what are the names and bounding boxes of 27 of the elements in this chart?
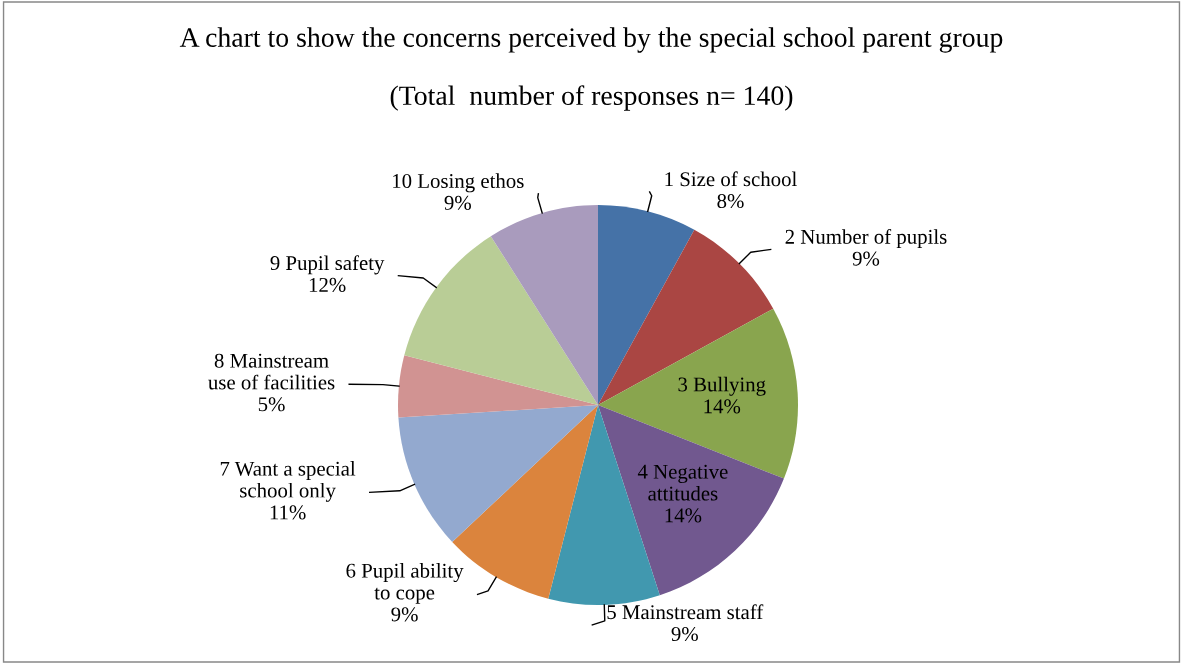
data-label: 11%	[270, 505, 306, 520]
data-label: 8%	[717, 193, 744, 209]
data-label: 14%	[704, 399, 741, 414]
chart-subtitle: (Total number of responses n= 140)	[390, 85, 793, 111]
slice-label: 9 Pupil safety	[270, 255, 385, 275]
pie-slice	[404, 236, 598, 405]
slice-label: 10 Losing ethos	[393, 173, 524, 193]
pie-slice	[398, 405, 598, 542]
pie-slice	[398, 355, 598, 418]
chart-title: A chart to show the concerns perceived by the special school parent group	[179, 27, 1003, 53]
data-label: 12%	[309, 277, 346, 292]
slice-label: 4 Negative attitudes	[637, 464, 728, 501]
slice-label: 5 Mainstream staff	[607, 604, 764, 620]
data-label: 5%	[258, 397, 285, 412]
pie-slice	[598, 205, 695, 405]
slice-label: 7 Want a special school only	[220, 461, 356, 502]
data-label: 14%	[665, 508, 702, 523]
slice-label: 6 Pupil ability to cope	[346, 563, 464, 604]
slice-label: 3 Bullying	[678, 376, 766, 396]
slice-label: 8 Mainstream use of facilities	[208, 353, 335, 390]
data-label: 9%	[671, 626, 698, 642]
data-label: 9%	[444, 195, 471, 210]
slice-label: 2 Number of pupils	[785, 228, 947, 249]
pie-slice	[490, 205, 598, 405]
data-label: 9%	[852, 251, 880, 266]
data-label: 9%	[391, 607, 418, 622]
slice-label: 1 Size of school	[665, 171, 797, 187]
